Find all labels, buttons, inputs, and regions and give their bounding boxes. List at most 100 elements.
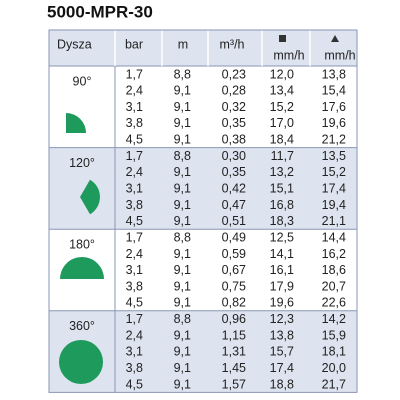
cell: 17,0 <box>270 116 294 130</box>
cell: 12,3 <box>270 312 294 326</box>
cell: 13,2 <box>270 165 294 179</box>
cell: 9,1 <box>174 263 191 277</box>
cell: 20,0 <box>322 361 346 375</box>
cell: 3,8 <box>126 279 143 293</box>
nozzle-label: 180° <box>69 237 95 251</box>
cell: 12,5 <box>270 230 294 244</box>
cell: 14,2 <box>322 312 346 326</box>
cell: 0,30 <box>222 149 246 163</box>
cell: 17,4 <box>322 181 346 195</box>
cell: 1,7 <box>126 230 143 244</box>
cell: 17,4 <box>270 361 294 375</box>
cell: 15,2 <box>270 100 294 114</box>
cell: 9,1 <box>174 198 191 212</box>
nozzle-label: 90° <box>73 74 92 88</box>
cell: 3,8 <box>126 116 143 130</box>
cell: 4,5 <box>126 132 143 146</box>
cell: 0,82 <box>222 296 246 310</box>
nozzle-cell-bg <box>49 66 115 148</box>
cell: 3,1 <box>126 345 143 359</box>
cell: 18,8 <box>270 377 294 391</box>
cell: 17,9 <box>270 279 294 293</box>
cell: 19,6 <box>270 296 294 310</box>
icon-180 <box>60 257 104 279</box>
cell: 9,1 <box>174 377 191 391</box>
cell: 13,8 <box>270 328 294 342</box>
cell: 15,4 <box>322 84 346 98</box>
cell: 9,1 <box>174 181 191 195</box>
nozzle-icons <box>59 35 339 384</box>
triangle-icon <box>331 35 339 42</box>
cell: 8,8 <box>174 149 191 163</box>
icon-360 <box>59 340 103 384</box>
cell: 18,6 <box>322 263 346 277</box>
cell: 13,8 <box>322 67 346 81</box>
cell: 1,57 <box>222 377 246 391</box>
cell: 13,4 <box>270 84 294 98</box>
cell: 9,1 <box>174 84 191 98</box>
cell: 0,42 <box>222 181 246 195</box>
cell: 2,4 <box>126 165 143 179</box>
cell: 0,59 <box>222 247 246 261</box>
cell: 9,1 <box>174 345 191 359</box>
cell: 0,75 <box>222 279 246 293</box>
cell: 4,5 <box>126 296 143 310</box>
cell: 0,49 <box>222 230 246 244</box>
cell: 15,9 <box>322 328 346 342</box>
table: 90° 1,7 8,8 0,23 12,0 13,8 2,4 9,1 0,28 13,4 15,4 3… <box>48 29 358 393</box>
cell: 21,1 <box>322 214 346 228</box>
cell: 9,1 <box>174 165 191 179</box>
cell: 0,67 <box>222 263 246 277</box>
header-cell: mm/h <box>324 48 355 62</box>
cell: 1,7 <box>126 312 143 326</box>
title: 5000-MPR-30 <box>47 2 153 21</box>
cell: 0,35 <box>222 165 246 179</box>
square-icon <box>279 35 286 42</box>
cell: 21,2 <box>322 132 346 146</box>
header-cell: Dysza <box>57 37 92 51</box>
cell: 0,28 <box>222 84 246 98</box>
cell: 0,38 <box>222 132 246 146</box>
cell: 1,7 <box>126 149 143 163</box>
header-bg <box>49 30 357 66</box>
cell: 1,31 <box>222 345 246 359</box>
cell: 9,1 <box>174 116 191 130</box>
cell: 2,4 <box>126 84 143 98</box>
cell: 16,1 <box>270 263 294 277</box>
cell: 0,51 <box>222 214 246 228</box>
header-cell: mm/h <box>273 48 304 62</box>
cell: 9,1 <box>174 328 191 342</box>
table-border <box>48 29 358 393</box>
cell: 9,1 <box>174 296 191 310</box>
cell: 2,4 <box>126 247 143 261</box>
cell: 14,1 <box>270 247 294 261</box>
cell: 3,1 <box>126 263 143 277</box>
cell: 8,8 <box>174 67 191 81</box>
cell: 9,1 <box>174 279 191 293</box>
cell: 18,1 <box>322 345 346 359</box>
cell: 15,1 <box>270 181 294 195</box>
icon-90 <box>66 113 86 133</box>
cell: 19,4 <box>322 198 346 212</box>
cell: 8,8 <box>174 230 191 244</box>
cell: 12,0 <box>270 67 294 81</box>
cell: 15,2 <box>322 165 346 179</box>
cell: 1,7 <box>126 67 143 81</box>
header-cell: m³/h <box>220 37 245 51</box>
cell: 4,5 <box>126 214 143 228</box>
cell: 2,4 <box>126 328 143 342</box>
cell: 4,5 <box>126 377 143 391</box>
cell: 14,4 <box>322 230 346 244</box>
cell: 8,8 <box>174 312 191 326</box>
cell: 20,7 <box>322 279 346 293</box>
cell: 22,6 <box>322 296 346 310</box>
icon-120 <box>80 179 100 215</box>
cell: 0,23 <box>222 67 246 81</box>
cell: 16,2 <box>322 247 346 261</box>
cell: 3,8 <box>126 361 143 375</box>
cell: 13,5 <box>322 149 346 163</box>
cell: 19,6 <box>322 116 346 130</box>
cell: 21,7 <box>322 377 346 391</box>
cell: 1,45 <box>222 361 246 375</box>
